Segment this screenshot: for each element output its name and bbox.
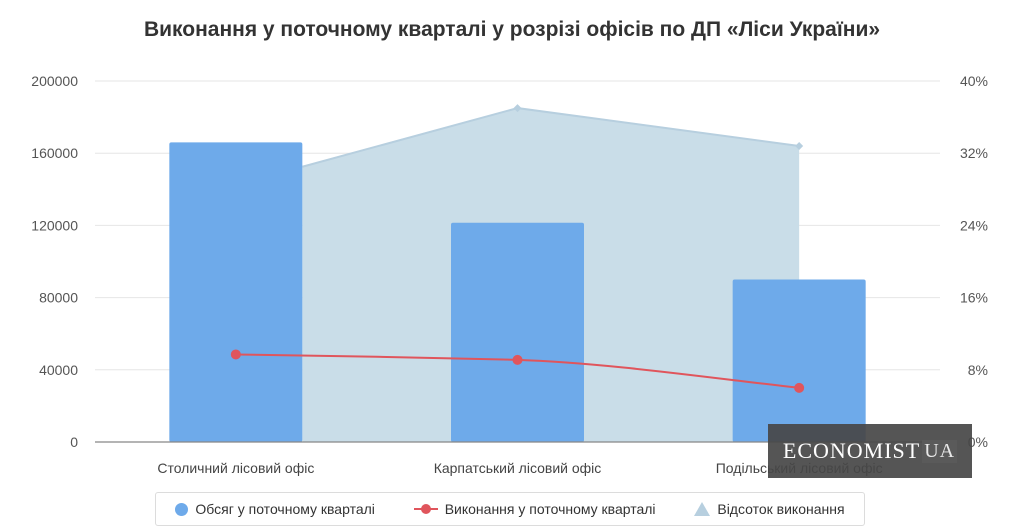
legend-swatch-volume [175,502,189,516]
y-right-tick-label: 16% [960,290,988,306]
legend-swatch-percent [694,502,711,516]
y-left-tick-label: 40000 [39,362,78,378]
line-execution-point [794,382,805,393]
area-percent-point [513,104,522,113]
y-right-tick-label: 32% [960,145,988,161]
y-right-tick-label: 8% [968,362,988,378]
x-category-label: Карпатський лісовий офіс [434,460,602,476]
y-left-tick-label: 80000 [39,290,78,306]
legend-item-execution[interactable]: Виконання у поточному кварталі [413,501,656,517]
bar-volume [451,222,584,442]
line-execution-point [512,354,523,365]
y-right-tick-label: 24% [960,217,988,233]
bar-volume [732,279,866,442]
legend: Обсяг у поточному кварталі Виконання у п… [155,492,865,526]
y-right-tick-label: 0% [968,434,988,450]
line-execution-point [230,349,241,360]
watermark-logo: ECONOMIST UA [768,424,972,478]
y-right-tick-label: 40% [960,73,988,89]
area-percent-point [795,141,804,150]
legend-item-volume[interactable]: Обсяг у поточному кварталі [175,501,375,517]
watermark-part1: ECONOMIST [782,438,921,463]
chart-title: Виконання у поточному кварталі у розрізі… [143,18,881,41]
legend-item-percent[interactable]: Відсоток виконання [694,501,845,517]
watermark-part2: UA [922,439,958,463]
bar-volume [169,142,303,442]
y-left-tick-label: 200000 [31,73,78,89]
legend-label-execution: Виконання у поточному кварталі [444,501,656,517]
y-left-tick-label: 0 [70,434,78,450]
legend-label-volume: Обсяг у поточному кварталі [195,501,375,517]
x-category-label: Столичний лісовий офіс [157,460,314,476]
y-left-tick-label: 120000 [31,217,78,233]
y-left-tick-label: 160000 [31,145,78,161]
legend-label-percent: Відсоток виконання [717,501,845,517]
legend-swatch-execution [413,504,438,514]
